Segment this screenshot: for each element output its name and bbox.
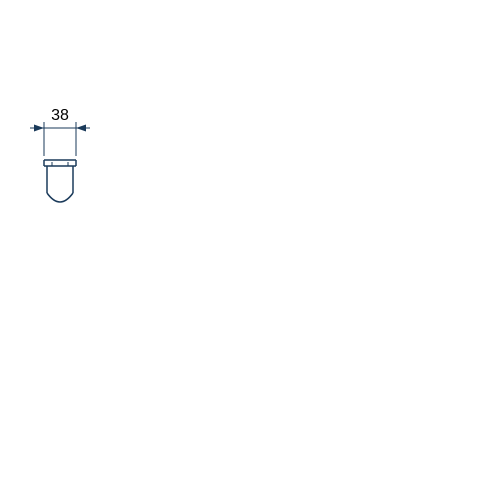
svg-text:38: 38 [51, 107, 69, 124]
